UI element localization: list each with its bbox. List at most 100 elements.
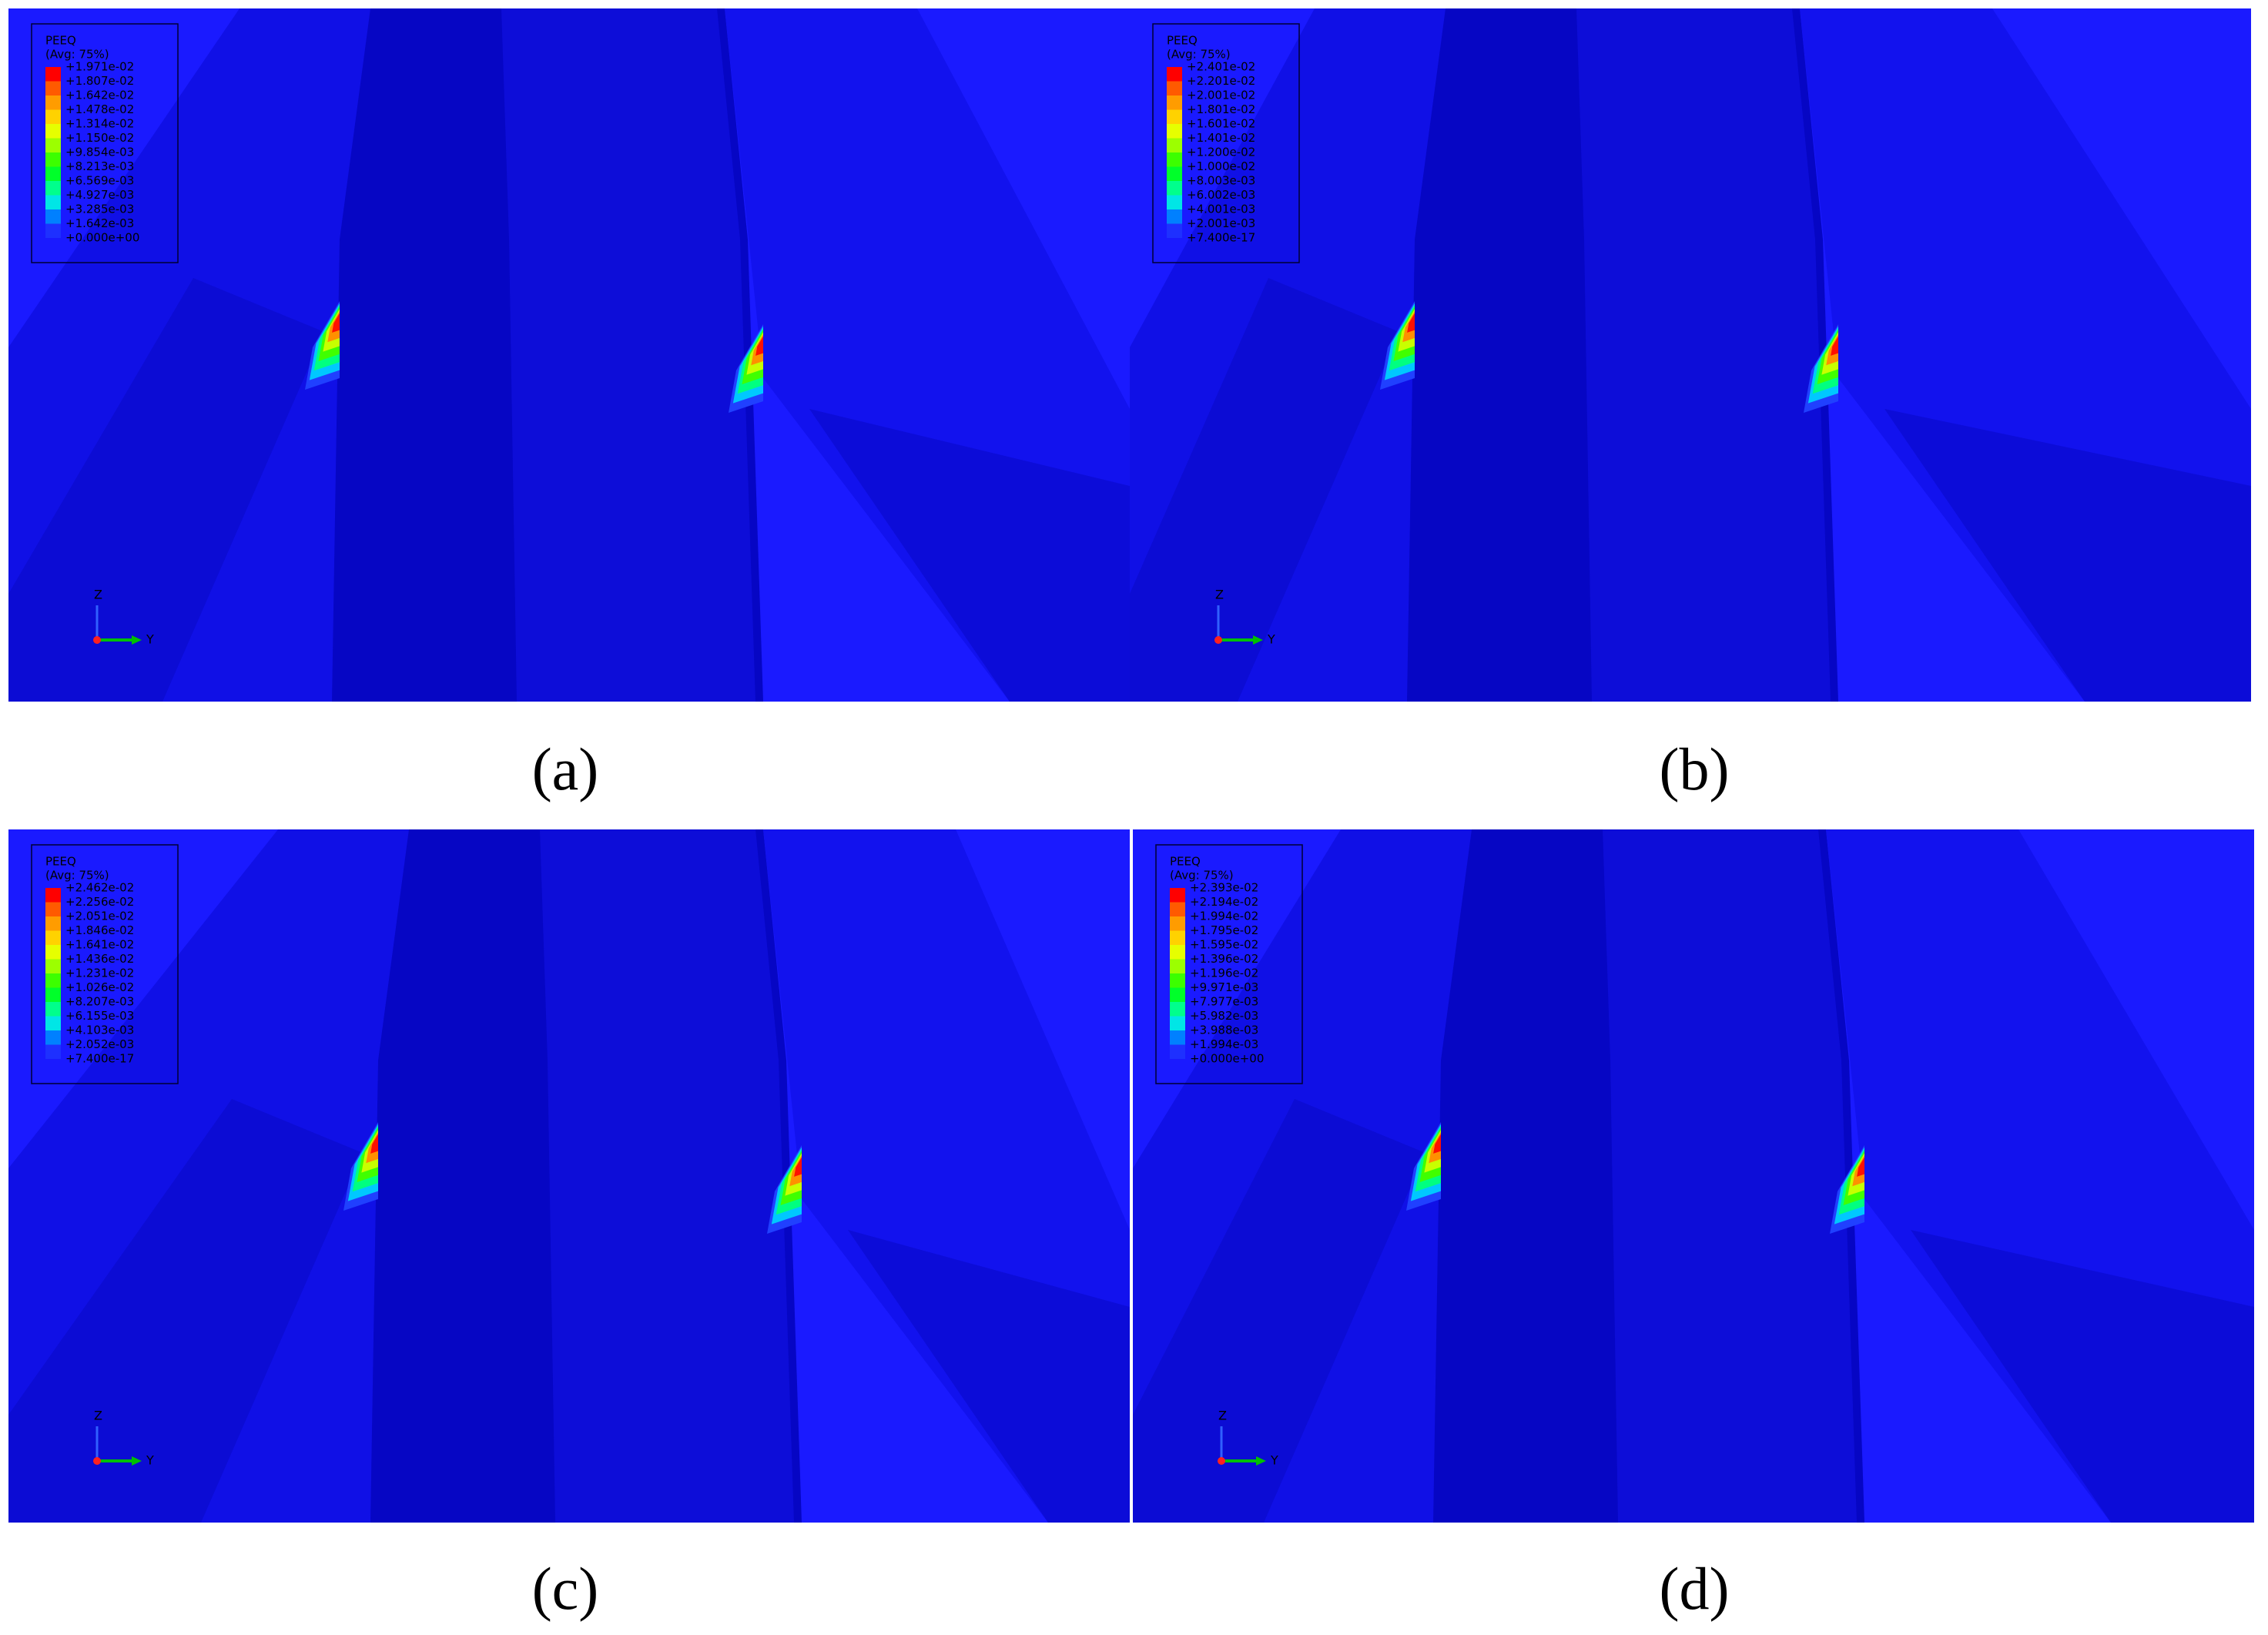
legend-label: +1.000e-02 bbox=[1187, 159, 1255, 173]
legend-label: +9.971e-03 bbox=[1190, 980, 1258, 994]
legend-frame bbox=[1155, 844, 1303, 1084]
axis-label-y: Y bbox=[146, 1453, 154, 1468]
legend-swatch bbox=[45, 152, 61, 167]
legend-label: +6.155e-03 bbox=[65, 1009, 134, 1023]
beam-right-dark bbox=[1911, 1230, 2254, 1523]
legend-swatch bbox=[45, 1044, 61, 1059]
legend-label: +2.194e-02 bbox=[1190, 895, 1258, 909]
legend-label: +1.200e-02 bbox=[1187, 146, 1255, 159]
legend-label: +1.642e-03 bbox=[65, 216, 134, 230]
legend-label: +9.854e-03 bbox=[65, 146, 134, 159]
axis-origin bbox=[93, 636, 101, 644]
legend-swatch bbox=[1170, 945, 1185, 960]
legend-swatch bbox=[1167, 124, 1182, 139]
legend-label: +1.436e-02 bbox=[65, 952, 134, 966]
hot-spot bbox=[1831, 336, 1838, 356]
legend-label: +1.595e-02 bbox=[1190, 938, 1258, 952]
legend-label: +6.002e-03 bbox=[1187, 188, 1255, 202]
legend-swatch bbox=[1170, 1002, 1185, 1017]
legend-label: +2.052e-03 bbox=[65, 1037, 134, 1051]
legend: PEEQ(Avg: 75%)+2.462e-02+2.256e-02+2.051… bbox=[31, 844, 179, 1084]
legend-swatch bbox=[1167, 95, 1182, 110]
legend-swatch bbox=[1167, 109, 1182, 124]
axis-y-head bbox=[132, 635, 142, 645]
legend-swatch bbox=[45, 1002, 61, 1017]
legend-swatch bbox=[1167, 223, 1182, 238]
legend-label: +1.795e-02 bbox=[1190, 923, 1258, 937]
hot-spot bbox=[1433, 1134, 1441, 1154]
legend-label: +2.201e-02 bbox=[1187, 74, 1255, 88]
axis-origin bbox=[1218, 1457, 1225, 1465]
legend-swatch bbox=[1170, 1030, 1185, 1045]
legend-label: +3.988e-03 bbox=[1190, 1024, 1258, 1037]
hot-spot bbox=[1857, 1157, 1864, 1177]
legend-label: +2.393e-02 bbox=[1190, 881, 1258, 895]
legend-label: +8.003e-03 bbox=[1187, 174, 1255, 188]
legend-swatch bbox=[45, 1016, 61, 1030]
legend-label: +1.642e-02 bbox=[65, 89, 134, 102]
legend-label: +1.150e-02 bbox=[65, 131, 134, 145]
legend-swatch bbox=[45, 973, 61, 988]
legend-label: +7.400e-17 bbox=[1187, 231, 1255, 245]
legend-label: +1.026e-02 bbox=[65, 980, 134, 994]
legend-swatch bbox=[45, 67, 61, 82]
legend-swatch bbox=[45, 209, 61, 224]
legend-label: +1.196e-02 bbox=[1190, 967, 1258, 980]
beam-right-dark bbox=[809, 409, 1130, 702]
panel-caption: (d) bbox=[1660, 1555, 1730, 1622]
axis-triad: ZY bbox=[93, 588, 154, 647]
axis-triad: ZY bbox=[1214, 588, 1275, 647]
legend-label: +2.001e-02 bbox=[1187, 89, 1255, 102]
legend-label: +1.231e-02 bbox=[65, 967, 134, 980]
hot-spot bbox=[1407, 313, 1415, 333]
column-center-light bbox=[1603, 829, 1857, 1523]
legend-swatch bbox=[45, 195, 61, 209]
legend-swatch bbox=[45, 945, 61, 960]
beam-right-dark bbox=[848, 1230, 1130, 1523]
legend-subtitle: (Avg: 75%) bbox=[45, 48, 109, 62]
legend-swatch bbox=[45, 1030, 61, 1045]
beam-left-dark bbox=[8, 1099, 363, 1523]
legend-label: +2.256e-02 bbox=[65, 895, 134, 909]
legend-swatch bbox=[1167, 81, 1182, 95]
legend-swatch bbox=[1167, 67, 1182, 82]
legend-label: +1.807e-02 bbox=[65, 74, 134, 88]
legend-label: +1.846e-02 bbox=[65, 923, 134, 937]
legend-subtitle: (Avg: 75%) bbox=[1170, 869, 1234, 883]
beam-left-dark bbox=[8, 278, 324, 702]
legend-label: +2.051e-02 bbox=[65, 910, 134, 923]
hot-spot bbox=[755, 336, 763, 356]
legend-swatch bbox=[45, 166, 61, 181]
legend-label: +1.401e-02 bbox=[1187, 131, 1255, 145]
hot-spot bbox=[332, 313, 340, 333]
legend-title: PEEQ bbox=[1170, 855, 1201, 869]
axis-label-y: Y bbox=[1267, 632, 1275, 647]
legend-swatch bbox=[45, 124, 61, 139]
column-center-light bbox=[501, 8, 755, 702]
legend-label: +1.478e-02 bbox=[65, 102, 134, 116]
legend-title: PEEQ bbox=[1167, 34, 1198, 48]
legend-swatch bbox=[45, 916, 61, 931]
legend-swatch bbox=[1170, 959, 1185, 973]
legend-label: +1.396e-02 bbox=[1190, 952, 1258, 966]
beam-right-dark bbox=[1884, 409, 2251, 702]
legend-label: +0.000e+00 bbox=[1190, 1052, 1264, 1066]
legend-swatch bbox=[1167, 166, 1182, 181]
legend-swatch bbox=[1167, 195, 1182, 209]
legend-frame bbox=[31, 844, 179, 1084]
legend-swatch bbox=[45, 902, 61, 916]
legend: PEEQ(Avg: 75%)+2.401e-02+2.201e-02+2.001… bbox=[1152, 23, 1300, 263]
legend-label: +7.400e-17 bbox=[65, 1052, 134, 1066]
panel-caption: (a) bbox=[532, 735, 599, 802]
axis-label-y: Y bbox=[1270, 1453, 1278, 1468]
hot-spot bbox=[794, 1157, 802, 1177]
legend: PEEQ(Avg: 75%)+1.971e-02+1.807e-02+1.642… bbox=[31, 23, 179, 263]
axis-y-head bbox=[1253, 635, 1263, 645]
legend-swatch bbox=[45, 109, 61, 124]
axis-label-z: Z bbox=[1215, 588, 1224, 602]
legend-label: +1.601e-02 bbox=[1187, 117, 1255, 131]
legend-label: +8.207e-03 bbox=[65, 995, 134, 1009]
legend-label: +1.994e-03 bbox=[1190, 1037, 1258, 1051]
legend-swatch bbox=[1167, 138, 1182, 152]
legend-label: +1.994e-02 bbox=[1190, 910, 1258, 923]
